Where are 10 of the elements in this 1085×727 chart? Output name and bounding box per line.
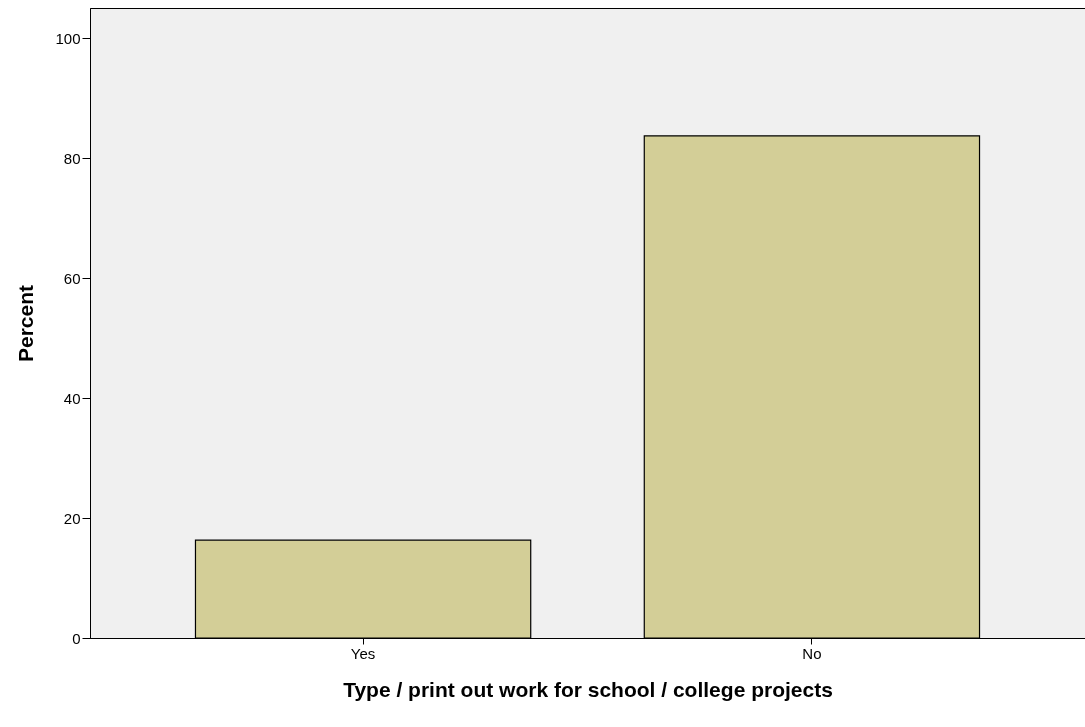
y-tick-label: 100 bbox=[55, 29, 81, 47]
x-tick-label: Yes bbox=[350, 644, 376, 662]
y-axis-title: Percent bbox=[14, 284, 38, 363]
y-tick-label: 60 bbox=[63, 269, 81, 287]
y-tick-label: 80 bbox=[63, 149, 81, 167]
y-tick-label: 0 bbox=[72, 629, 81, 647]
y-tick-label: 40 bbox=[63, 389, 81, 407]
x-tick-label: No bbox=[802, 644, 822, 662]
y-tick-label: 20 bbox=[63, 509, 81, 527]
x-axis-title: Type / print out work for school / college projects bbox=[343, 677, 833, 701]
